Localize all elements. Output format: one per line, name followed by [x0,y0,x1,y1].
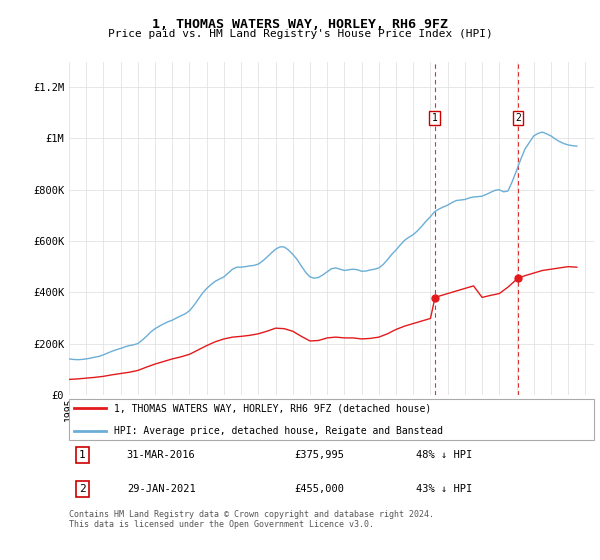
Text: 1, THOMAS WATERS WAY, HORLEY, RH6 9FZ (detached house): 1, THOMAS WATERS WAY, HORLEY, RH6 9FZ (d… [113,403,431,413]
Text: £375,995: £375,995 [295,450,345,460]
Text: 1: 1 [432,113,438,123]
Text: 31-MAR-2016: 31-MAR-2016 [127,450,196,460]
Text: £455,000: £455,000 [295,484,345,494]
Text: Contains HM Land Registry data © Crown copyright and database right 2024.
This d: Contains HM Land Registry data © Crown c… [69,510,434,529]
Text: Price paid vs. HM Land Registry's House Price Index (HPI): Price paid vs. HM Land Registry's House … [107,29,493,39]
Text: 43% ↓ HPI: 43% ↓ HPI [415,484,472,494]
Text: 48% ↓ HPI: 48% ↓ HPI [415,450,472,460]
FancyBboxPatch shape [69,399,594,440]
Text: 1, THOMAS WATERS WAY, HORLEY, RH6 9FZ: 1, THOMAS WATERS WAY, HORLEY, RH6 9FZ [152,18,448,31]
Text: 29-JAN-2021: 29-JAN-2021 [127,484,196,494]
Text: 2: 2 [79,484,86,494]
Text: 1: 1 [79,450,86,460]
Text: HPI: Average price, detached house, Reigate and Banstead: HPI: Average price, detached house, Reig… [113,426,443,436]
Text: 2: 2 [515,113,521,123]
